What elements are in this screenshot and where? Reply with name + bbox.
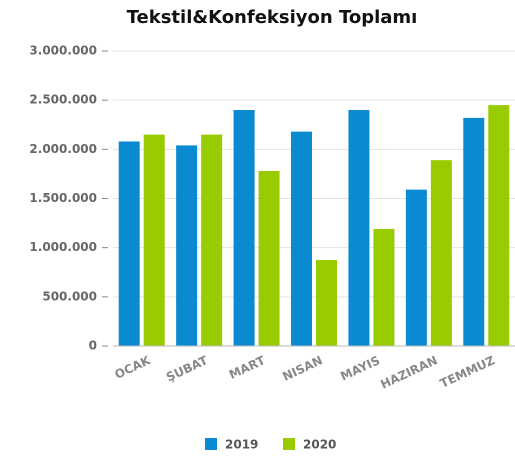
bar — [291, 131, 312, 346]
bar — [463, 117, 485, 346]
x-tick-label: NISAN — [280, 353, 324, 384]
bar — [488, 105, 510, 346]
chart-title: Tekstil&Konfeksiyon Toplamı — [127, 7, 418, 28]
y-tick-label: 3.000.000 — [29, 44, 97, 58]
bar — [233, 110, 255, 346]
y-tick-label: 2.000.000 — [29, 142, 97, 156]
x-tick-label: TEMMUZ — [438, 353, 497, 391]
x-tick-label: ŞUBAT — [164, 353, 211, 385]
y-tick-label: 1.000.000 — [29, 240, 97, 254]
y-tick-label: 1.500.000 — [29, 191, 97, 205]
x-tick-label: OCAK — [112, 353, 153, 382]
bar — [405, 189, 427, 346]
legend-label: 2020 — [303, 438, 336, 452]
bar — [143, 134, 165, 346]
y-tick-label: 500.000 — [42, 289, 97, 303]
legend-swatch — [283, 438, 295, 450]
x-tick-label: MART — [227, 353, 268, 382]
bar — [373, 228, 395, 346]
bar — [348, 110, 370, 346]
bar — [316, 259, 337, 346]
bar — [176, 145, 198, 346]
bar — [118, 141, 140, 346]
x-tick-label: HAZIRAN — [378, 353, 439, 392]
bar — [258, 170, 280, 346]
y-tick-label: 2.500.000 — [29, 93, 97, 107]
bar — [201, 134, 223, 346]
legend-swatch — [205, 438, 217, 450]
y-tick-label: 0 — [89, 339, 97, 353]
legend-label: 2019 — [225, 438, 258, 452]
x-tick-label: MAYIS — [338, 353, 382, 383]
bar — [430, 160, 452, 346]
